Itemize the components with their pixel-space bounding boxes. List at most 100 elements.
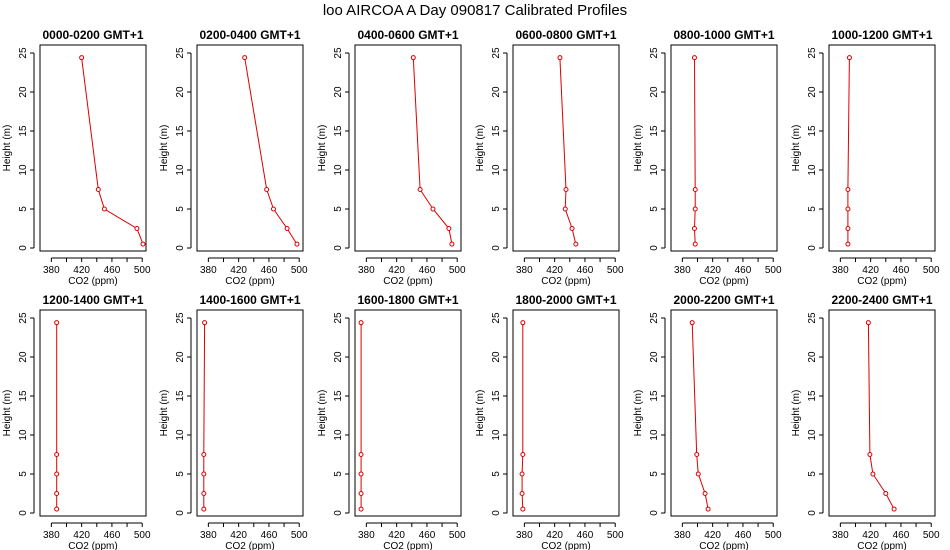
x-tick-label: 420 [704,530,721,541]
y-tick-label: 25 [175,312,186,324]
profile-line [244,57,298,245]
panel-title: 0800-1000 GMT+1 [673,28,774,42]
panel-title: 2200-2400 GMT+1 [831,293,932,307]
y-tick-label: 25 [18,47,29,59]
x-tick-label: 460 [104,265,121,276]
data-point [702,491,708,496]
data-point [691,226,697,231]
x-axis-label: CO2 (ppm) [383,541,432,550]
panel-title: 2000-2200 GMT+1 [673,293,774,307]
data-point [201,452,207,457]
y-axis-label: Height (m) [317,390,328,437]
y-tick-label: 25 [807,47,818,59]
y-tick-label: 10 [491,429,502,441]
y-tick-label: 10 [333,164,344,176]
data-point [846,55,852,61]
y-tick-label: 10 [175,164,186,176]
x-axis-label: CO2 (ppm) [68,541,117,550]
data-point [449,241,455,247]
x-tick-label: 380 [516,265,533,276]
profile-line [81,57,144,245]
x-axis-label: CO2 (ppm) [225,276,274,287]
x-tick-label: 380 [674,265,691,276]
panel-6: 1000-1200 GMT+1 0 5 10 15 20 25 Height (m) 380 42… [791,28,940,287]
y-tick-label: 20 [491,351,502,363]
y-tick-label: 0 [18,510,29,516]
y-tick-label: 0 [491,245,502,251]
data-point [358,491,364,496]
x-tick-label: 460 [104,530,121,541]
y-tick-label: 20 [333,351,344,363]
x-axis-label: CO2 (ppm) [68,276,117,287]
y-tick-label: 0 [175,245,186,251]
data-point [573,241,579,247]
data-point [284,226,290,231]
data-point [557,55,563,61]
y-tick-label: 0 [807,245,818,251]
data-point [358,506,364,512]
y-tick-label: 15 [807,390,818,402]
y-tick-label: 5 [333,471,344,477]
y-tick-label: 5 [649,471,660,477]
data-point [692,241,698,247]
data-point [520,506,526,512]
panel-3: 0400-0600 GMT+1 0 5 10 15 20 25 Height (m) 380 42… [317,28,466,287]
y-axis-label: Height (m) [475,390,486,437]
x-tick-label: 420 [230,530,247,541]
panel-title: 0400-0600 GMT+1 [357,28,458,42]
y-tick-label: 0 [333,510,344,516]
x-tick-label: 460 [893,265,910,276]
data-point [694,452,700,457]
data-point [562,206,568,212]
plot-frame [354,309,462,517]
profile-line [867,322,895,510]
y-tick-label: 25 [175,47,186,59]
y-tick-label: 5 [175,206,186,212]
plot-frame [354,44,462,252]
y-tick-label: 20 [18,351,29,363]
data-point [845,241,851,247]
data-point [519,471,525,477]
x-tick-label: 460 [577,265,594,276]
figure-title: loo AIRCOA A Day 090817 Calibrated Profi… [323,2,627,19]
y-tick-label: 5 [18,206,29,212]
y-tick-label: 20 [175,351,186,363]
y-tick-label: 20 [491,86,502,98]
y-tick-label: 0 [333,245,344,251]
data-point [446,226,452,231]
y-axis-label: Height (m) [475,125,486,172]
data-point [563,187,569,192]
panel-2: 0200-0400 GMT+1 0 5 10 15 20 25 Height (m) 380 42… [159,28,308,287]
data-point [140,241,146,247]
x-tick-label: 500 [923,530,940,541]
data-point [692,206,698,212]
y-tick-label: 5 [333,206,344,212]
x-tick-label: 420 [704,265,721,276]
x-tick-label: 460 [893,530,910,541]
plot-frame [39,309,147,517]
x-axis-label: CO2 (ppm) [541,541,590,550]
data-point [358,452,364,457]
y-tick-label: 10 [807,164,818,176]
profile-line [693,57,696,245]
data-point [410,55,416,61]
data-point [519,491,525,496]
data-point [417,187,423,192]
x-tick-label: 420 [73,265,90,276]
y-tick-label: 15 [491,390,502,402]
plot-frame [196,44,304,252]
y-tick-label: 10 [649,429,660,441]
data-point [867,452,873,457]
data-point [865,320,871,326]
data-point [54,320,60,326]
data-point [95,187,101,192]
x-axis-label: CO2 (ppm) [541,276,590,287]
y-tick-label: 15 [175,390,186,402]
y-tick-label: 15 [333,125,344,137]
panel-9: 1600-1800 GMT+1 0 5 10 15 20 25 Height (m) 380 42… [317,293,466,550]
x-tick-label: 500 [134,530,151,541]
data-point [705,506,711,512]
x-tick-label: 420 [388,530,405,541]
panel-title: 1800-2000 GMT+1 [515,293,616,307]
data-point [201,491,207,496]
